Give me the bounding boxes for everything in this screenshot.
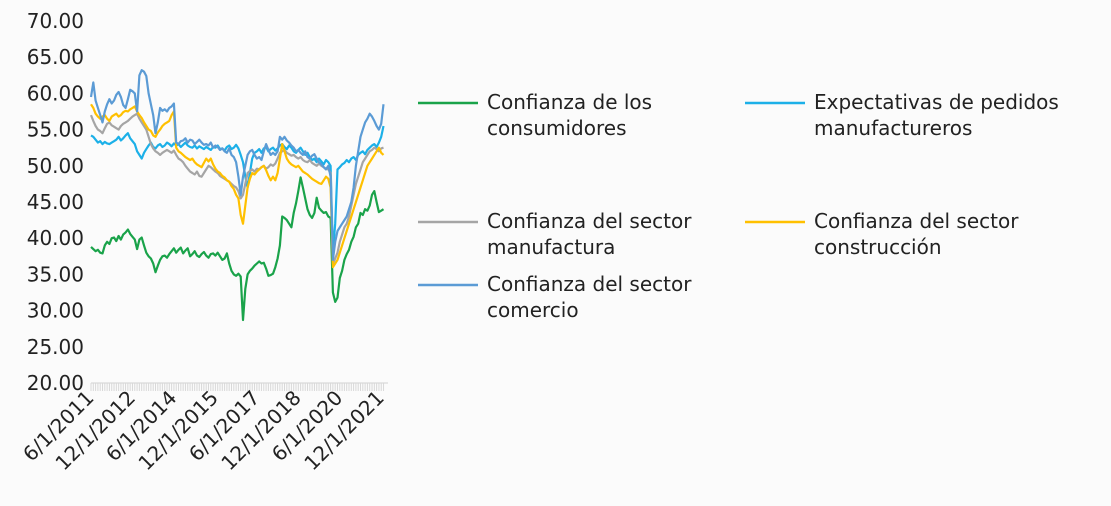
legend-label: Confianza del sector manufactura xyxy=(487,209,692,259)
series-line xyxy=(90,125,385,254)
legend-label: Confianza del sector comercio xyxy=(487,272,692,322)
y-tick-label: 65.00 xyxy=(27,45,84,69)
y-tick-label: 35.00 xyxy=(27,262,84,286)
y-tick-label: 25.00 xyxy=(27,335,84,359)
series-line xyxy=(89,112,384,265)
series-line xyxy=(90,103,385,269)
y-tick-label: 40.00 xyxy=(27,226,84,250)
y-tick-label: 60.00 xyxy=(27,81,84,105)
legend-label: Confianza de los consumidores xyxy=(487,90,653,140)
y-tick-label: 50.00 xyxy=(27,154,84,178)
legend-label: Expectativas de pedidos manufactureros xyxy=(814,90,1059,140)
y-tick-label: 30.00 xyxy=(27,299,84,323)
series-line xyxy=(90,176,385,322)
series-line xyxy=(89,69,385,261)
legend-label: Confianza del sector construcción xyxy=(814,209,1019,259)
y-tick-label: 70.00 xyxy=(27,9,84,33)
y-tick-label: 45.00 xyxy=(27,190,84,214)
y-tick-label: 55.00 xyxy=(27,118,84,142)
y-tick-label: 20.00 xyxy=(27,371,84,395)
